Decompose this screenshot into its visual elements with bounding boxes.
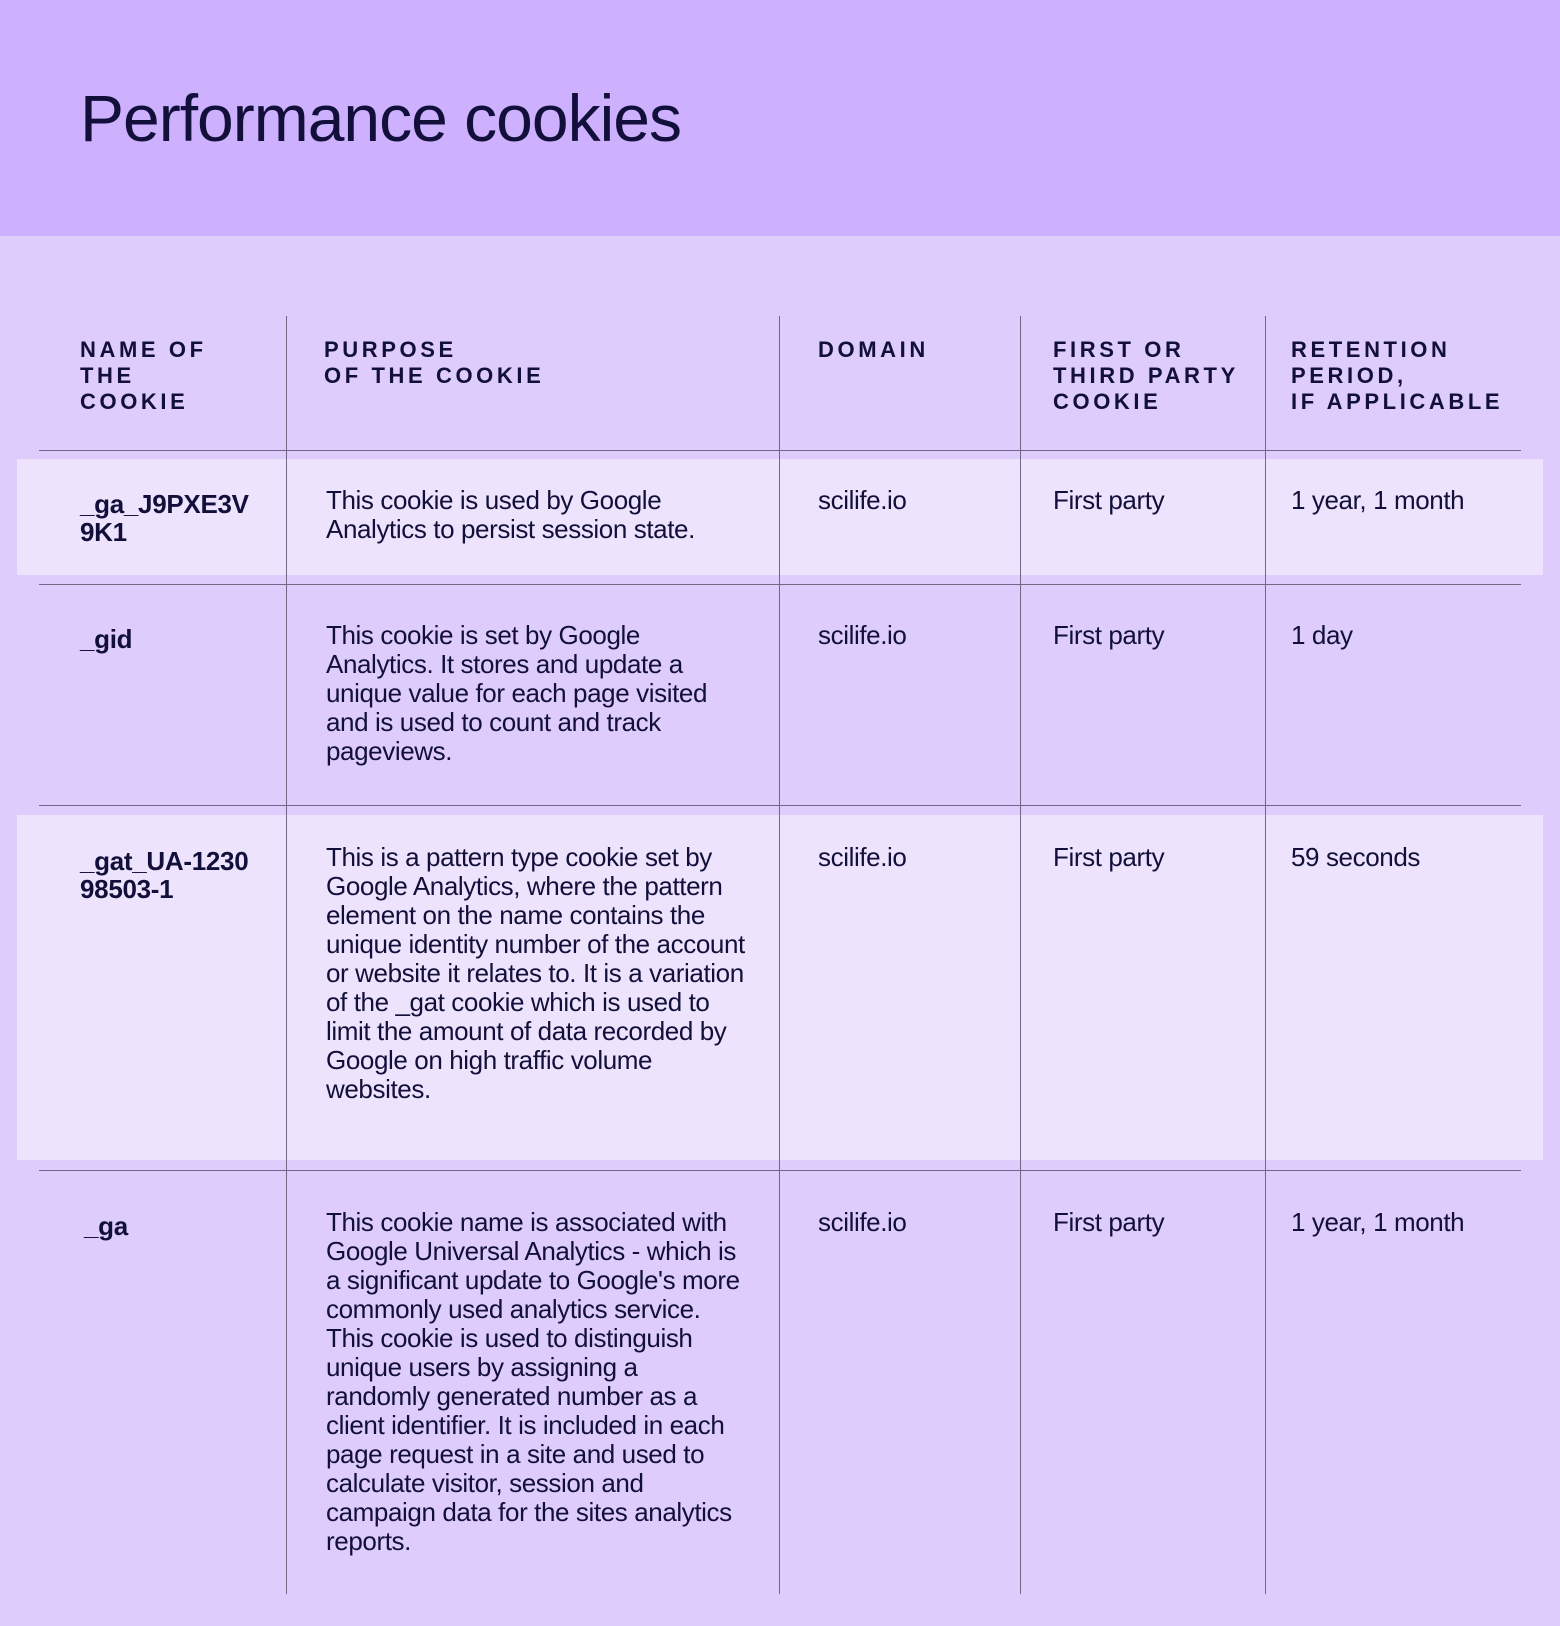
cookie-party: First party <box>1053 1207 1165 1237</box>
column-divider <box>286 316 287 1594</box>
cookie-retention: 1 day <box>1291 620 1353 650</box>
row-divider <box>39 1170 1521 1171</box>
cookie-name: _gat_UA-123098503-1 <box>80 846 249 904</box>
column-header-purpose: PURPOSE OF THE COOKIE <box>324 337 545 388</box>
column-header-name: NAME OF THE COOKIE <box>80 337 207 414</box>
column-divider <box>1020 316 1021 1594</box>
cookie-purpose: This cookie is used by Google Analytics … <box>326 485 695 544</box>
column-header-domain: DOMAIN <box>818 337 929 362</box>
column-header-retention: RETENTION PERIOD, IF APPLICABLE <box>1291 337 1504 414</box>
column-header-party: FIRST OR THIRD PARTY COOKIE <box>1053 337 1239 414</box>
cookie-purpose: This is a pattern type cookie set by Goo… <box>326 842 745 1104</box>
row-divider <box>39 450 1521 451</box>
cookie-party: First party <box>1053 620 1165 650</box>
row-band <box>17 815 1543 1160</box>
cookie-name: _ga <box>84 1211 128 1241</box>
cookie-domain: scilife.io <box>818 620 907 650</box>
page-header: Performance cookies <box>0 0 1560 236</box>
cookie-name: _gid <box>80 624 133 654</box>
cookie-name: _ga_J9PXE3V9K1 <box>80 489 249 547</box>
row-divider <box>39 805 1521 806</box>
cookie-retention: 1 year, 1 month <box>1291 485 1465 515</box>
cookie-purpose: This cookie is set by Google Analytics. … <box>326 620 708 766</box>
cookie-purpose: This cookie name is associated with Goog… <box>326 1207 740 1556</box>
row-divider <box>39 584 1521 585</box>
cookie-party: First party <box>1053 485 1165 515</box>
page-title: Performance cookies <box>80 81 682 155</box>
cookie-party: First party <box>1053 842 1165 872</box>
row-band <box>17 459 1543 575</box>
cookie-retention: 59 seconds <box>1291 842 1420 872</box>
cookie-domain: scilife.io <box>818 842 907 872</box>
column-divider <box>1265 316 1266 1594</box>
column-divider <box>779 316 780 1594</box>
cookie-domain: scilife.io <box>818 1207 907 1237</box>
cookie-retention: 1 year, 1 month <box>1291 1207 1465 1237</box>
cookie-domain: scilife.io <box>818 485 907 515</box>
